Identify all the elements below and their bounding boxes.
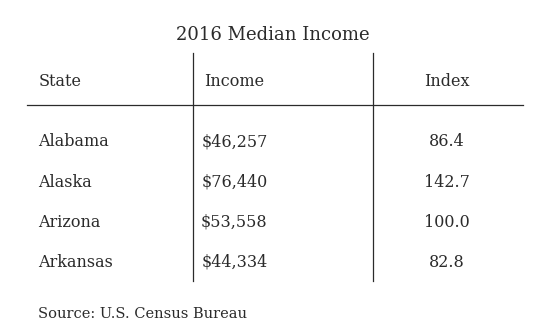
- Text: Alabama: Alabama: [38, 134, 109, 150]
- Text: State: State: [38, 73, 81, 90]
- Text: $46,257: $46,257: [201, 134, 268, 150]
- Text: $53,558: $53,558: [201, 214, 268, 230]
- Text: Arkansas: Arkansas: [38, 254, 113, 271]
- Text: 100.0: 100.0: [424, 214, 470, 230]
- Text: 86.4: 86.4: [429, 134, 465, 150]
- Text: 142.7: 142.7: [424, 174, 470, 190]
- Text: Source: U.S. Census Bureau: Source: U.S. Census Bureau: [38, 307, 247, 321]
- Text: 2016 Median Income: 2016 Median Income: [175, 26, 370, 44]
- Text: Arizona: Arizona: [38, 214, 100, 230]
- Text: Index: Index: [424, 73, 470, 90]
- Text: $76,440: $76,440: [201, 174, 268, 190]
- Text: $44,334: $44,334: [201, 254, 268, 271]
- Text: 82.8: 82.8: [429, 254, 465, 271]
- Text: Income: Income: [204, 73, 264, 90]
- Text: Alaska: Alaska: [38, 174, 92, 190]
